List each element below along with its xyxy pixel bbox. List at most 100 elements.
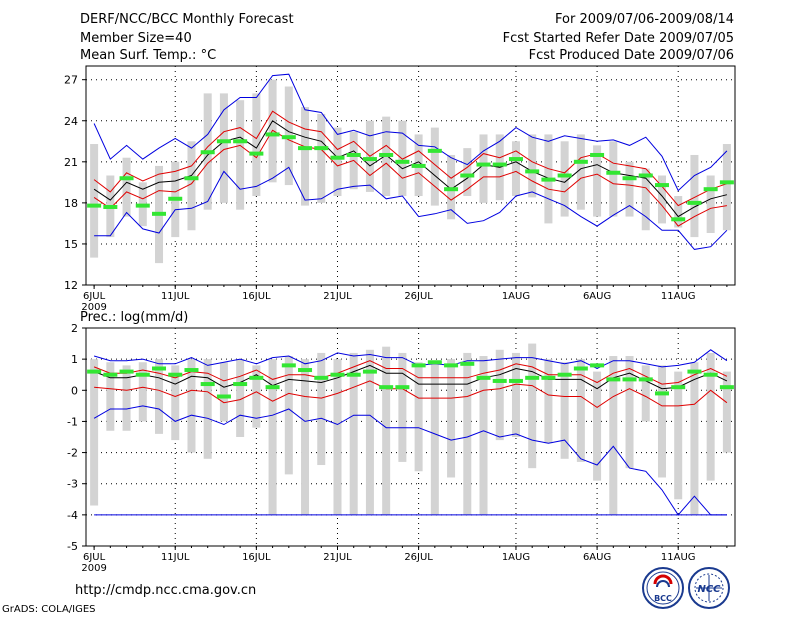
median-mark bbox=[444, 363, 459, 368]
x-tick-label: 26JUL bbox=[404, 291, 433, 302]
median-mark bbox=[119, 176, 134, 181]
ncc-logo: NCC bbox=[687, 566, 731, 610]
box-bar bbox=[528, 343, 537, 469]
x-tick-label: 1AUG bbox=[502, 291, 530, 302]
box-bar bbox=[333, 127, 342, 197]
box-bar bbox=[236, 100, 245, 210]
y-tick-label: 2 bbox=[71, 322, 78, 335]
box-bar bbox=[90, 144, 99, 258]
temperature-panel: 12 15 18 21 24 27 6JUL 11JUL 16JUL 21JUL 26JUL 1AUG… bbox=[64, 65, 736, 313]
median-mark bbox=[87, 203, 102, 208]
box-bar bbox=[301, 107, 310, 206]
box-bar bbox=[674, 196, 683, 228]
median-mark bbox=[249, 375, 264, 380]
bcc-logo: BCC bbox=[641, 566, 685, 610]
median-mark bbox=[184, 368, 199, 373]
box-bar bbox=[463, 352, 472, 515]
box-bar bbox=[219, 93, 228, 203]
chart-title: DERF/NCC/BCC Monthly Forecast bbox=[80, 12, 294, 27]
median-mark bbox=[719, 180, 734, 185]
median-mark bbox=[314, 146, 329, 151]
median-mark bbox=[152, 211, 167, 216]
median-mark bbox=[87, 369, 102, 374]
median-mark bbox=[590, 152, 605, 157]
median-mark bbox=[135, 203, 150, 208]
year-label: 2009 bbox=[81, 302, 106, 313]
box-bar bbox=[398, 352, 407, 462]
median-mark bbox=[525, 169, 540, 174]
x-tick-label: 11AUG bbox=[661, 552, 696, 563]
box-bar bbox=[560, 141, 569, 217]
y-tick-label: 27 bbox=[64, 74, 78, 87]
box-bar bbox=[706, 175, 715, 233]
box-bar bbox=[138, 362, 147, 422]
box-bar bbox=[268, 359, 277, 515]
median-mark bbox=[200, 382, 215, 387]
fcst-produced-label: Fcst Produced Date 2009/07/06 bbox=[528, 48, 734, 63]
median-mark bbox=[233, 382, 248, 387]
median-mark bbox=[557, 173, 572, 178]
box-bar bbox=[560, 362, 569, 459]
box-bar bbox=[593, 145, 602, 217]
box-bar bbox=[382, 346, 391, 515]
forecast-period-label: For 2009/07/06-2009/08/14 bbox=[555, 12, 734, 27]
box-bar bbox=[511, 352, 520, 437]
median-mark bbox=[671, 385, 686, 390]
median-mark bbox=[638, 377, 653, 382]
source-url: http://cmdp.ncc.cma.gov.cn bbox=[75, 583, 257, 598]
median-mark bbox=[362, 369, 377, 374]
median-mark bbox=[346, 372, 361, 377]
precip-panel-title: Prec.: log(mm/d) bbox=[80, 310, 189, 325]
median-mark bbox=[346, 152, 361, 157]
y-tick-label: 18 bbox=[64, 197, 78, 210]
box-bar bbox=[398, 120, 407, 197]
median-mark bbox=[573, 159, 588, 164]
box-bar bbox=[236, 359, 245, 437]
x-tick-label: 21JUL bbox=[323, 552, 352, 563]
median-mark bbox=[411, 363, 426, 368]
median-mark bbox=[703, 372, 718, 377]
box-bar bbox=[544, 359, 553, 444]
median-mark bbox=[476, 162, 491, 167]
median-mark bbox=[281, 363, 296, 368]
median-mark bbox=[168, 196, 183, 201]
box-bar bbox=[479, 134, 488, 203]
median-mark bbox=[476, 375, 491, 380]
mean-line bbox=[93, 364, 728, 390]
median-mark bbox=[654, 183, 669, 188]
box-bar bbox=[349, 352, 358, 515]
inner-low-line bbox=[93, 129, 727, 227]
median-mark bbox=[200, 150, 215, 155]
median-mark bbox=[508, 157, 523, 162]
box-bar bbox=[90, 359, 99, 506]
x-tick-label: 11JUL bbox=[161, 291, 190, 302]
median-mark bbox=[719, 385, 734, 390]
mean-line bbox=[93, 120, 728, 218]
median-mark bbox=[395, 385, 410, 390]
median-mark bbox=[638, 173, 653, 178]
median-mark bbox=[184, 176, 199, 181]
median-mark bbox=[379, 385, 394, 390]
box-bar bbox=[495, 349, 504, 441]
median-mark bbox=[590, 363, 605, 368]
box-bar bbox=[641, 365, 650, 422]
median-mark bbox=[460, 173, 475, 178]
median-mark bbox=[395, 159, 410, 164]
box-bar bbox=[219, 362, 228, 422]
median-mark bbox=[687, 200, 702, 205]
median-mark bbox=[265, 385, 280, 390]
x-tick-label: 11JUL bbox=[161, 552, 190, 563]
box-bar bbox=[284, 356, 293, 475]
y-tick-label: 1 bbox=[71, 353, 78, 366]
box-bar bbox=[317, 113, 326, 203]
median-mark bbox=[103, 372, 118, 377]
median-mark bbox=[557, 372, 572, 377]
box-bar bbox=[106, 362, 115, 431]
median-mark bbox=[152, 366, 167, 371]
median-mark bbox=[135, 372, 150, 377]
median-mark bbox=[411, 163, 426, 168]
plot-frame bbox=[85, 65, 736, 286]
y-tick-label: 12 bbox=[64, 279, 78, 292]
